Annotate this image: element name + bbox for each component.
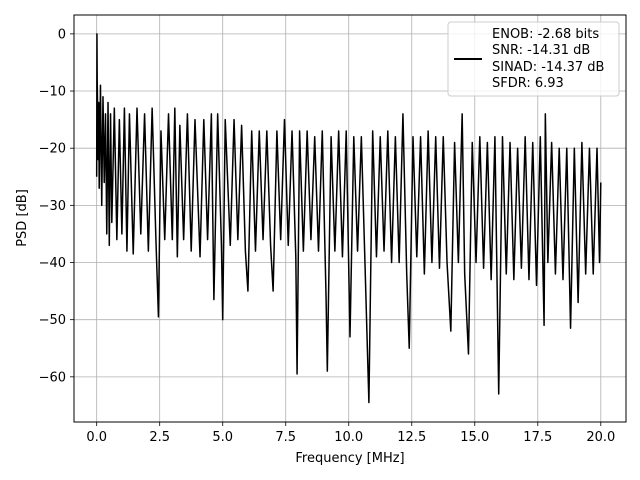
axes-frame [73,14,627,423]
x-tick-label: 2.5 [149,430,170,445]
x-tick-label: 12.5 [397,430,426,445]
legend: ENOB: -2.68 bits SNR: -14.31 dB SINAD: -… [447,21,620,97]
x-tick-label: 20.0 [586,430,615,445]
x-tick-label: 10.0 [334,430,363,445]
y-tick-label: 0 [58,27,66,42]
x-axis-label: Frequency [MHz] [295,451,404,466]
x-tick-label: 7.5 [275,430,296,445]
x-tick-label: 17.5 [523,430,552,445]
plot-area [95,33,602,404]
y-tick-label: −50 [39,313,66,328]
x-tick-label: 15.0 [460,430,489,445]
y-tick-label: −10 [39,85,66,100]
y-tick-label: −40 [39,256,66,271]
x-axis-ticks: 0.0 2.5 5.0 7.5 10.0 12.5 15.0 17.5 20.0 [86,422,615,445]
y-axis-label: PSD [dB] [15,189,30,247]
y-tick-label: −30 [39,199,66,214]
y-tick-label: −20 [39,142,66,157]
psd-series-line [95,33,602,404]
legend-sfdr: SFDR: 6.93 [492,76,564,91]
y-tick-label: −60 [39,370,66,385]
x-tick-label: 0.0 [86,430,107,445]
x-tick-label: 5.0 [212,430,233,445]
y-axis-ticks: 0 −10 −20 −30 −40 −50 −60 [39,27,74,385]
legend-enob: ENOB: -2.68 bits [492,27,599,42]
legend-box [447,21,620,97]
legend-sinad: SINAD: -14.37 dB [492,60,604,75]
legend-snr: SNR: -14.31 dB [492,43,590,58]
